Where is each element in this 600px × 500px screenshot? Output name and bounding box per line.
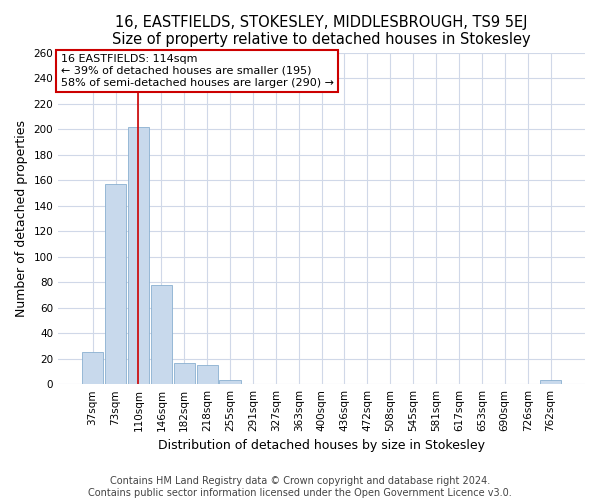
Bar [105,184,126,384]
Bar [220,380,241,384]
Bar [173,362,195,384]
Text: Contains HM Land Registry data © Crown copyright and database right 2024.
Contai: Contains HM Land Registry data © Crown c… [88,476,512,498]
Title: 16, EASTFIELDS, STOKESLEY, MIDDLESBROUGH, TS9 5EJ
Size of property relative to d: 16, EASTFIELDS, STOKESLEY, MIDDLESBROUGH… [112,15,531,48]
Bar [151,284,172,384]
Bar [197,365,218,384]
Bar [128,126,149,384]
Bar [540,380,561,384]
Text: 16 EASTFIELDS: 114sqm
← 39% of detached houses are smaller (195)
58% of semi-det: 16 EASTFIELDS: 114sqm ← 39% of detached … [61,54,334,88]
Y-axis label: Number of detached properties: Number of detached properties [15,120,28,317]
Bar [82,352,103,384]
X-axis label: Distribution of detached houses by size in Stokesley: Distribution of detached houses by size … [158,440,485,452]
